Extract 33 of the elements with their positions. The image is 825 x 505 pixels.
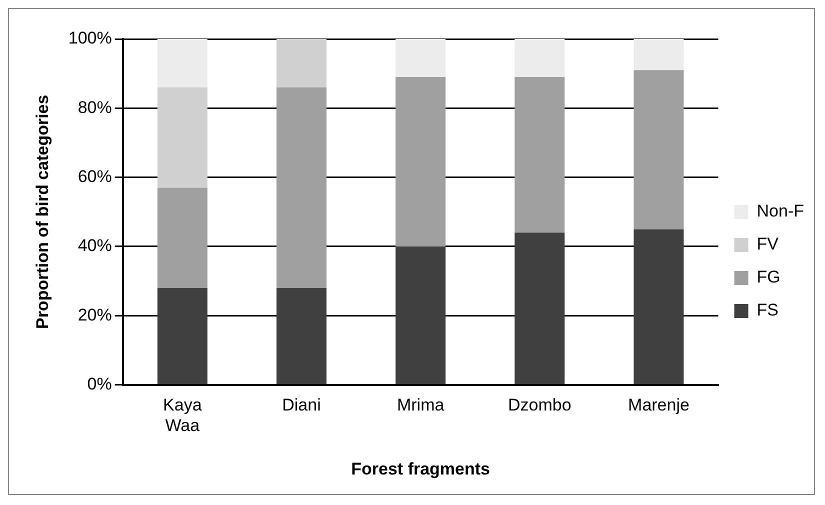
y-tick-label: 0% [87, 374, 112, 394]
bar [514, 39, 565, 78]
bar [396, 77, 446, 246]
bar [634, 229, 684, 384]
bar [514, 77, 565, 233]
y-axis-title: Proportion of bird categories [32, 94, 52, 330]
bar [396, 246, 446, 384]
y-tick-label: 60% [78, 167, 112, 186]
bar [157, 188, 208, 288]
bar [276, 87, 327, 288]
bar [634, 39, 684, 70]
x-tick-label: Dzombo [508, 396, 572, 415]
legend-label: FV [756, 234, 780, 254]
bar [276, 39, 327, 88]
x-tick-label: Marenje [628, 396, 690, 415]
x-tick-label: Kaya Waa [163, 396, 202, 436]
y-tick-label: 40% [78, 236, 112, 256]
bar [157, 39, 208, 88]
legend-label: Non-F [756, 202, 804, 221]
bar [634, 70, 684, 230]
x-axis-title: Forest fragments [351, 459, 490, 478]
y-tick-label: 100% [68, 28, 112, 48]
y-tick-label: 20% [78, 305, 112, 324]
legend-label: FG [756, 268, 780, 287]
legend-label: FS [756, 300, 779, 320]
bar [276, 288, 327, 384]
bar [157, 288, 208, 384]
bar [157, 87, 208, 188]
x-tick-label: Diani [282, 396, 321, 415]
x-tick-label: Mrima [396, 396, 445, 415]
bar [396, 39, 446, 78]
bar [514, 232, 565, 384]
y-tick-label: 80% [78, 98, 112, 117]
